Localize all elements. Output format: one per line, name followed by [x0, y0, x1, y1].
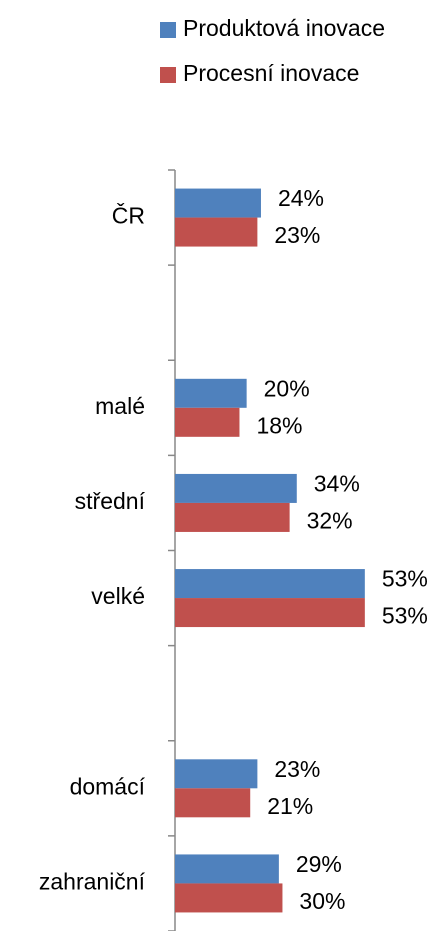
bar: [175, 569, 365, 599]
data-label: 21%: [267, 793, 313, 819]
data-label: 29%: [296, 851, 342, 877]
data-label: 53%: [382, 603, 428, 629]
legend-label: Produktová inovace: [183, 15, 385, 41]
bar: [175, 759, 258, 789]
bar: [175, 217, 258, 247]
bar: [175, 883, 283, 913]
data-label: 34%: [314, 471, 360, 497]
bar: [175, 854, 279, 884]
bar: [175, 378, 247, 408]
data-label: 32%: [307, 508, 353, 534]
y-tick-label: velké: [91, 583, 145, 609]
bar: [175, 473, 297, 503]
legend-swatch: [160, 22, 176, 38]
bar: [175, 598, 365, 628]
bar: [175, 188, 261, 218]
data-label: 53%: [382, 566, 428, 592]
legend-swatch: [160, 67, 176, 83]
data-label: 18%: [256, 412, 302, 438]
bar: [175, 788, 251, 818]
y-tick-label: ČR: [112, 202, 145, 229]
data-label: 30%: [299, 888, 345, 914]
y-tick-label: zahraniční: [39, 869, 146, 895]
data-label: 23%: [274, 222, 320, 248]
y-tick-label: malé: [95, 393, 145, 419]
data-label: 20%: [264, 375, 310, 401]
y-tick-label: domácí: [70, 773, 146, 799]
data-label: 24%: [278, 185, 324, 211]
legend-label: Procesní inovace: [183, 60, 359, 86]
bar: [175, 407, 240, 437]
y-tick-label: střední: [75, 488, 146, 514]
bar: [175, 502, 290, 532]
data-label: 23%: [274, 756, 320, 782]
